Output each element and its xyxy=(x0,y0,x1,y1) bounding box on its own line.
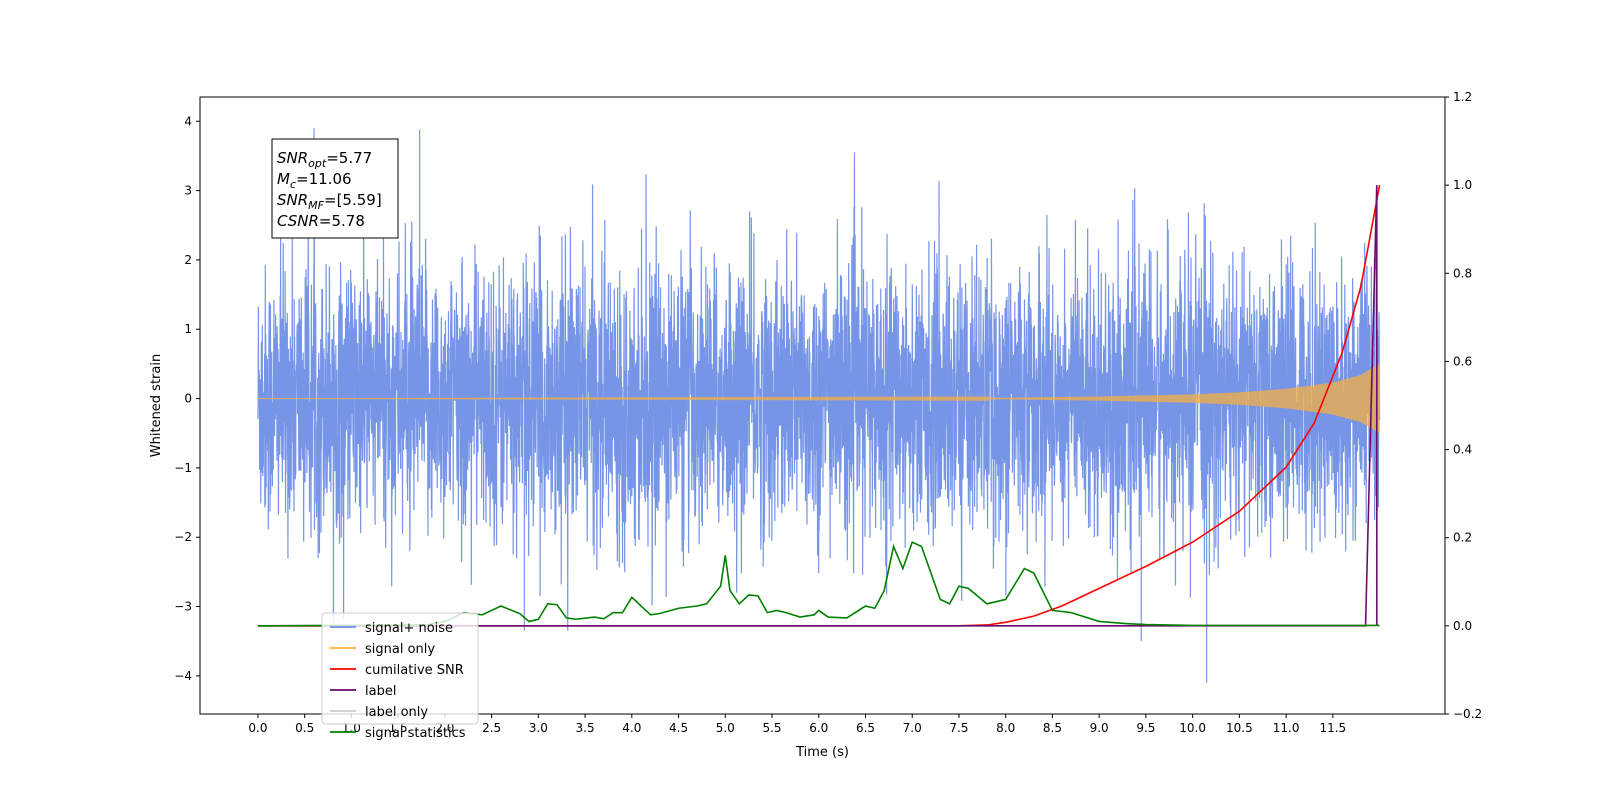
x-tick-label: 7.0 xyxy=(903,721,922,735)
y-left-tick-label: 4 xyxy=(184,114,192,128)
signal-noise-line xyxy=(257,128,1381,683)
plot-frame xyxy=(199,96,1446,715)
y-right-tick-label: 1.2 xyxy=(1453,90,1472,104)
series-line-label xyxy=(257,185,1378,627)
y-right-tick-label: −0.2 xyxy=(1453,707,1482,721)
annotation-line: CSNR=5.78 xyxy=(277,212,365,230)
legend-entry: label only xyxy=(365,705,428,720)
x-tick-label: 7.5 xyxy=(949,721,968,735)
y-right-tick-label: 0.8 xyxy=(1453,266,1472,280)
x-tick-label: 10.5 xyxy=(1226,721,1253,735)
line-series-group xyxy=(257,184,1381,627)
y-right-tick-label: 0.0 xyxy=(1453,619,1472,633)
y-left-tick-label: −4 xyxy=(174,669,192,683)
x-tick-label: 0.0 xyxy=(248,721,267,735)
legend: signal+ noise signal only cumilative SNR la… xyxy=(321,612,479,741)
y-left-tick-label: 3 xyxy=(184,184,192,198)
signal-only-series xyxy=(257,363,1381,434)
y-left-tick-label: −2 xyxy=(174,530,192,544)
legend-entry: signal only xyxy=(365,642,435,657)
y-left-tick-label: 2 xyxy=(184,253,192,267)
signal-only-line xyxy=(257,363,1381,434)
x-tick-label: 3.0 xyxy=(529,721,548,735)
legend-entry: cumilative SNR xyxy=(365,663,464,678)
x-tick-label: 4.0 xyxy=(622,721,641,735)
y-right-tick-label: 0.2 xyxy=(1453,531,1472,545)
annotation-line: SNRMF=[5.59] xyxy=(277,191,382,212)
x-tick-label: 8.5 xyxy=(1043,721,1062,735)
y-left-tick-label: 0 xyxy=(184,392,192,406)
x-tick-label: 5.0 xyxy=(716,721,735,735)
y-right-tick-label: 0.4 xyxy=(1453,443,1472,457)
y-right-tick-label: 1.0 xyxy=(1453,178,1472,192)
y-left-tick-label: −1 xyxy=(174,461,192,475)
x-tick-label: 5.5 xyxy=(762,721,781,735)
signal-noise-series xyxy=(257,128,1381,683)
y-axis-left-ticks: 4 3 2 1 0 −1 −2 −3 −4 xyxy=(174,114,200,683)
x-tick-label: 3.5 xyxy=(576,721,595,735)
x-tick-label: 9.0 xyxy=(1090,721,1109,735)
x-tick-label: 6.0 xyxy=(809,721,828,735)
legend-entry: label xyxy=(365,684,396,699)
x-tick-label: 4.5 xyxy=(669,721,688,735)
x-tick-label: 0.5 xyxy=(295,721,314,735)
x-axis-label: Time (s) xyxy=(795,745,849,760)
series-line-signal-statistics xyxy=(257,541,1380,627)
annotation-frame xyxy=(271,138,399,239)
legend-entry: signal statistics xyxy=(365,726,466,741)
x-tick-label: 9.5 xyxy=(1136,721,1155,735)
annotation-line: Mc=11.06 xyxy=(277,170,352,191)
x-tick-label: 11.5 xyxy=(1319,721,1346,735)
x-tick-label: 11.0 xyxy=(1273,721,1300,735)
legend-entry: signal+ noise xyxy=(365,621,453,636)
series-line-cumilative-snr xyxy=(257,184,1381,627)
x-tick-label: 6.5 xyxy=(856,721,875,735)
x-tick-label: 10.0 xyxy=(1179,721,1206,735)
y-axis-right-ticks: 1.2 1.0 0.8 0.6 0.4 0.2 0.0 −0.2 xyxy=(1445,90,1482,721)
y-left-tick-label: −3 xyxy=(174,600,192,614)
x-tick-label: 2.5 xyxy=(482,721,501,735)
annotation-line: SNRopt=5.77 xyxy=(277,149,372,170)
y-axis-left-label: Whitened strain xyxy=(149,354,164,457)
y-left-tick-label: 1 xyxy=(184,322,192,336)
x-tick-label: 8.0 xyxy=(996,721,1015,735)
y-right-tick-label: 0.6 xyxy=(1453,354,1472,368)
legend-frame xyxy=(321,612,479,725)
